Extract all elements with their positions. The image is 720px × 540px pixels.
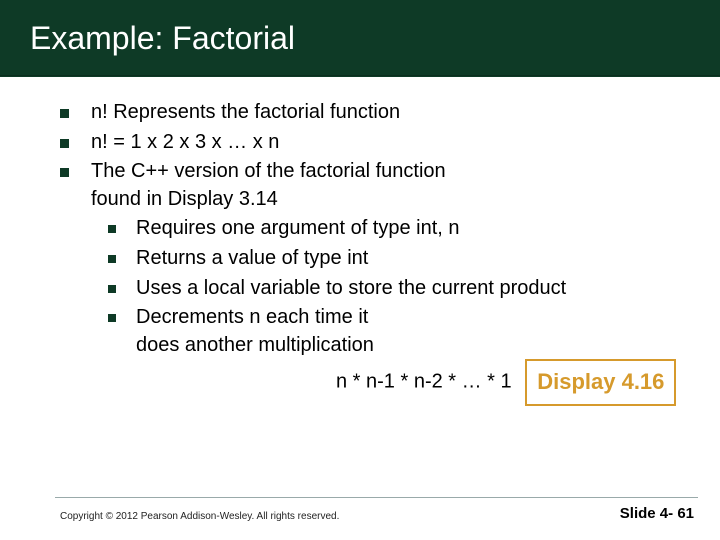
bullet-text: n! = 1 x 2 x 3 x … x n: [91, 129, 690, 157]
sub-bullet-item: Decrements n each time it does another m…: [108, 304, 690, 406]
bullet-item: n! = 1 x 2 x 3 x … x n: [60, 129, 690, 157]
slide-number: Slide 4- 61: [620, 505, 694, 522]
slide: Example: Factorial n! Represents the fac…: [0, 0, 720, 540]
bullet-item: n! Represents the factorial function: [60, 99, 690, 127]
bullet-icon: [60, 139, 69, 148]
bullet-icon: [60, 168, 69, 177]
bullet-line: does another multiplication: [136, 334, 374, 356]
sub-bullet-item: Uses a local variable to store the curre…: [108, 275, 690, 303]
footer: Copyright © 2012 Pearson Addison-Wesley.…: [0, 505, 720, 522]
bullet-line: found in Display 3.14: [91, 188, 278, 210]
copyright-text: Copyright © 2012 Pearson Addison-Wesley.…: [60, 511, 339, 522]
bullet-line: The C++ version of the factorial functio…: [91, 160, 446, 182]
bullet-text: n! Represents the factorial function: [91, 99, 690, 127]
bullet-icon: [108, 285, 116, 293]
bullet-text: The C++ version of the factorial functio…: [91, 158, 690, 213]
content-area: n! Represents the factorial function n! …: [0, 77, 720, 406]
slide-title: Example: Factorial: [30, 20, 690, 57]
display-badge: Display 4.16: [525, 359, 676, 405]
bullet-line: Decrements n each time it: [136, 306, 368, 328]
formula-text: n * n-1 * n-2 * … * 1: [336, 371, 512, 393]
bullet-text: Returns a value of type int: [136, 245, 690, 273]
sub-bullet-item: Returns a value of type int: [108, 245, 690, 273]
title-bar: Example: Factorial: [0, 0, 720, 76]
bullet-icon: [60, 109, 69, 118]
bullet-text: Uses a local variable to store the curre…: [136, 275, 690, 303]
bullet-icon: [108, 255, 116, 263]
sub-bullet-item: Requires one argument of type int, n: [108, 215, 690, 243]
footer-divider: [55, 497, 698, 498]
bullet-icon: [108, 225, 116, 233]
bullet-text: Requires one argument of type int, n: [136, 215, 690, 243]
bullet-icon: [108, 314, 116, 322]
bullet-text: Decrements n each time it does another m…: [136, 304, 690, 406]
formula-line: n * n-1 * n-2 * … * 1 Display 4.16: [336, 359, 690, 405]
bullet-item: The C++ version of the factorial functio…: [60, 158, 690, 213]
